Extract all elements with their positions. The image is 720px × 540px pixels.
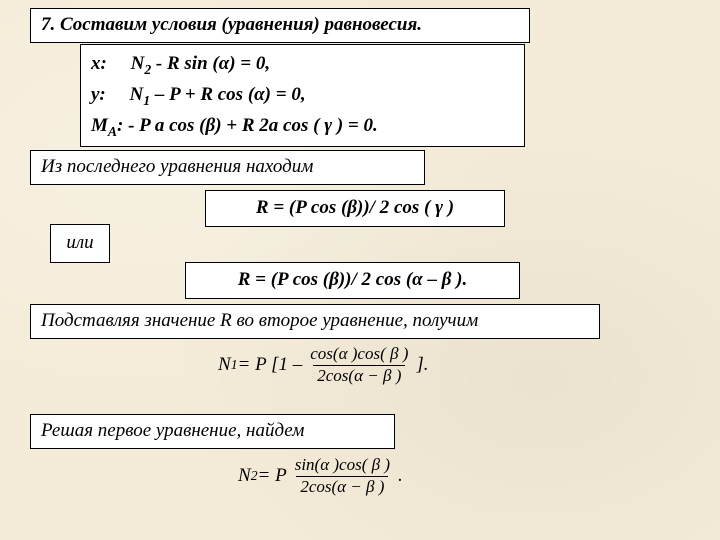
r-equation-gamma: R = (P cos (β))/ 2 cos ( γ ) <box>205 190 505 227</box>
n2-fraction: sin(α )cos( β ) 2cos(α − β ) <box>291 456 394 496</box>
eq-x: x: N2 - R sin (α) = 0, <box>91 49 514 80</box>
text-from-last-equation: Из последнего уравнения находим <box>30 150 425 185</box>
r-equation-alpha-beta: R = (P cos (β))/ 2 cos (α – β ). <box>185 262 520 299</box>
equilibrium-equations: x: N2 - R sin (α) = 0, y: N1 – P + R cos… <box>80 44 525 147</box>
step-title: 7. Составим условия (уравнения) равновес… <box>30 8 530 43</box>
n1-formula: N1 = P [1 – cos(α )cos( β ) 2cos(α − β )… <box>218 345 429 385</box>
text-substituting: Подставляя значение R во второе уравнени… <box>30 304 600 339</box>
eq-m: MA: - P a cos (β) + R 2a cos ( γ ) = 0. <box>91 111 514 142</box>
n1-fraction: cos(α )cos( β ) 2cos(α − β ) <box>306 345 412 385</box>
n2-formula: N2 = P sin(α )cos( β ) 2cos(α − β ) . <box>238 456 403 496</box>
eq-y: y: N1 – P + R cos (α) = 0, <box>91 80 514 111</box>
text-or: или <box>50 224 110 263</box>
text-solving-first: Решая первое уравнение, найдем <box>30 414 395 449</box>
